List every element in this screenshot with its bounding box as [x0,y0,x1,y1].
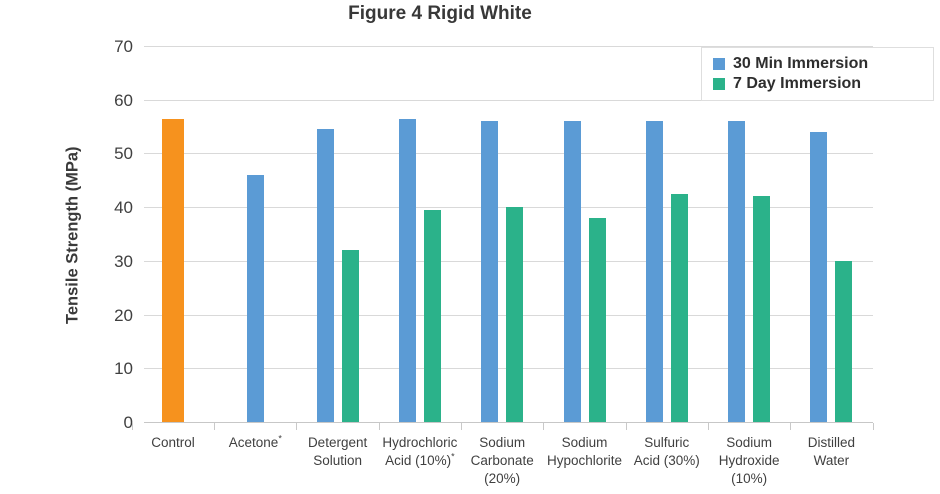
legend-item-30-min-immersion: 30 Min Immersion [702,54,933,74]
legend-swatch-7-day-immersion [713,78,725,90]
x-tick-mark-8 [790,423,792,430]
bar-30-min-immersion-sodium-carbonate-20 [481,121,499,422]
legend-label: 30 Min Immersion [733,55,869,72]
bar-7-day-immersion-sodium-hypochlorite [588,217,606,422]
footnote-asterisk: * [278,433,282,444]
y-tick-label-0: 0 [123,413,133,432]
x-tick-mark-4 [461,423,463,430]
gridline-0 [144,422,873,423]
plot-area [144,46,873,423]
x-category-label-acetone: Acetone* [228,433,282,450]
x-category-label-sulfuric-acid-30: Sulfuric Acid (30%) [633,435,700,468]
bar-7-day-immersion-distilled-water [835,260,853,422]
x-tick-mark-2 [296,423,298,430]
gridline-70 [144,46,873,47]
footnote-asterisk: * [451,451,455,462]
x-category-label-sodium-carbonate-20: Sodium Carbonate (20%) [470,435,534,486]
bar-30-min-immersion-sulfuric-acid-30 [645,121,663,422]
bar-7-day-immersion-hydrochloric-acid-10 [423,209,441,422]
legend: 30 Min Immersion 7 Day Immersion [701,47,934,101]
bar-30-min-immersion-acetone [246,174,264,422]
bar-7-day-immersion-detergent-solution [341,250,359,422]
bar-30-min-immersion-sodium-hydroxide-10 [728,121,746,422]
y-tick-label-30: 30 [114,251,133,271]
x-tick-mark-6 [625,423,627,430]
legend-item-7-day-immersion: 7 Day Immersion [702,74,933,94]
x-tick-mark-5 [543,423,545,430]
x-tick-mark-9 [872,423,874,430]
bar-control-control [162,118,184,422]
bar-7-day-immersion-sodium-hydroxide-10 [753,196,771,422]
x-tick-mark-1 [214,423,216,430]
x-category-label-detergent-solution: Detergent Solution [307,435,368,468]
x-category-label-sodium-hypochlorite: Sodium Hypochlorite [546,435,623,468]
x-category-label-control: Control [151,435,195,450]
bar-7-day-immersion-sodium-carbonate-20 [506,207,524,422]
bar-7-day-immersion-sulfuric-acid-30 [670,193,688,422]
chart-title: Figure 4 Rigid White [348,3,532,24]
legend-swatch-30-min-immersion [713,58,725,70]
y-tick-label-70: 70 [114,37,133,56]
bar-30-min-immersion-sodium-hypochlorite [563,121,581,422]
x-category-label-distilled-water: Distilled Water [807,435,856,468]
bar-30-min-immersion-detergent-solution [316,129,334,422]
x-category-label-hydrochloric-acid-10: Hydrochloric Acid (10%)* [382,435,458,468]
y-tick-label-40: 40 [114,198,133,218]
legend-label: 7 Day Immersion [733,75,862,92]
x-category-label-sodium-hydroxide-10: Sodium Hydroxide (10%) [718,435,780,486]
y-tick-label-50: 50 [114,144,133,164]
y-axis-title: Tensile Strength (MPa) [63,146,82,324]
x-tick-mark-7 [707,423,709,430]
x-tick-mark-0 [131,423,133,430]
y-tick-label-10: 10 [114,359,133,379]
bar-30-min-immersion-distilled-water [810,131,828,422]
gridline-60 [144,99,873,101]
y-tick-label-60: 60 [114,90,133,110]
gridline-50 [144,153,873,155]
bar-30-min-immersion-hydrochloric-acid-10 [398,118,416,422]
x-tick-mark-3 [378,423,380,430]
y-tick-label-20: 20 [114,305,133,325]
